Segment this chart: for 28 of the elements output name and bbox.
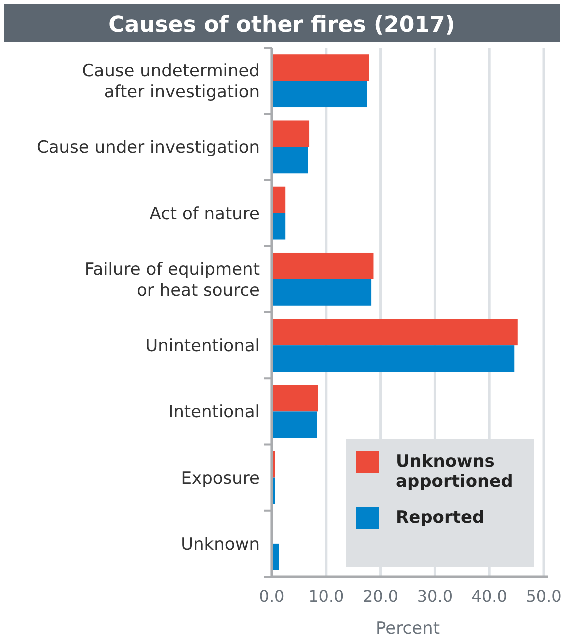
chart-title: Causes of other fires (2017) xyxy=(108,13,456,38)
x-tick-label: 40.0 xyxy=(472,587,508,606)
y-tick-label: Unknown xyxy=(181,534,260,555)
y-tick-label: Cause under investigation xyxy=(36,138,260,158)
bar xyxy=(272,54,370,82)
y-tick-label: Unintentional xyxy=(146,336,260,357)
bar xyxy=(272,319,518,346)
legend-label: Unknowns apportioned xyxy=(396,452,514,492)
bar xyxy=(272,252,374,280)
y-tick-label: Exposure xyxy=(181,468,260,489)
x-tick-label: 30.0 xyxy=(417,587,454,606)
y-tick-label: Act of nature xyxy=(150,204,260,224)
bar xyxy=(272,279,372,306)
bar xyxy=(272,120,310,148)
y-tick-label: Cause undetermined after investigation xyxy=(82,62,260,103)
bar xyxy=(272,81,368,108)
x-tick-label: 0.0 xyxy=(259,587,285,606)
y-tick-label: Failure of equipment or heat source xyxy=(84,260,260,301)
x-tick-label: 10.0 xyxy=(308,587,344,606)
x-tick-label: 50.0 xyxy=(526,587,562,606)
bar xyxy=(272,385,318,412)
bar xyxy=(272,346,515,372)
bar xyxy=(272,147,308,174)
x-tick-label: 20.0 xyxy=(362,587,399,606)
bar xyxy=(272,412,318,438)
y-tick-label: Intentional xyxy=(168,402,260,423)
legend-label: Reported xyxy=(396,508,485,528)
x-axis-title: Percent xyxy=(376,619,440,639)
